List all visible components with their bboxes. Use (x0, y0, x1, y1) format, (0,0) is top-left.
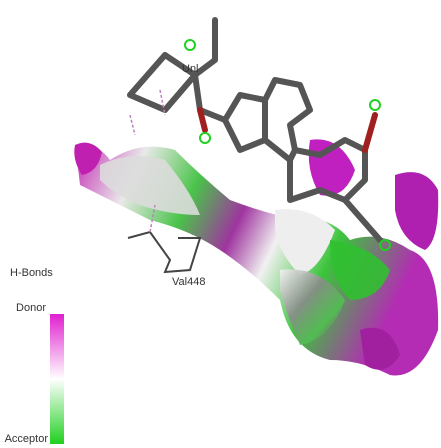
legend-gradient (50, 314, 64, 444)
legend-title: H-Bonds (10, 267, 53, 279)
ligand-label: Unl (182, 63, 199, 75)
legend-bottom-label: Acceptor (5, 433, 49, 445)
docking-view: Val448 Unl H-Bonds Donor Acceptor (0, 0, 441, 448)
residue-label: Val448 (172, 276, 205, 288)
legend-top-label: Donor (16, 302, 46, 314)
